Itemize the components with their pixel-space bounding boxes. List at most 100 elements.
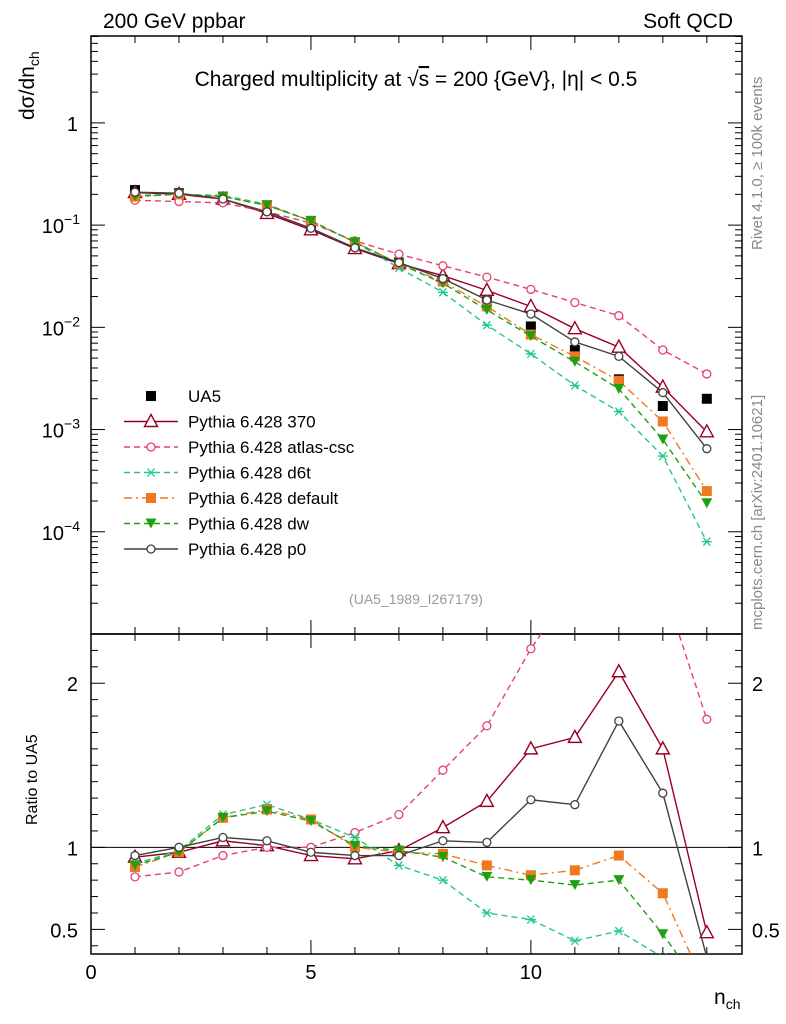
data-point xyxy=(611,338,627,353)
series-line xyxy=(134,191,708,450)
ratio-panel-frame xyxy=(90,633,743,955)
ratio-series-pythia-6-428-370 xyxy=(127,663,715,939)
data-point xyxy=(701,537,712,547)
ratio-point xyxy=(350,827,360,838)
ratio-point xyxy=(174,842,184,852)
data-point xyxy=(658,387,668,398)
data-point xyxy=(218,194,228,204)
data-point xyxy=(394,257,404,268)
data-point xyxy=(482,295,492,305)
main-y-tick-label: 1 xyxy=(67,114,78,136)
ratio-point xyxy=(394,850,404,861)
ratio-x-tick-label: 10 xyxy=(520,962,542,984)
ratio-y-tick-label-right: 0.5 xyxy=(752,920,780,942)
data-point xyxy=(437,287,448,297)
data-point xyxy=(482,272,492,282)
analysis-id-label: (UA5_1989_I267179) xyxy=(349,591,483,607)
ratio-point xyxy=(523,740,539,755)
data-point xyxy=(701,486,712,497)
ratio-point xyxy=(481,871,493,882)
data-point xyxy=(569,345,580,356)
ratio-point xyxy=(481,860,492,871)
ratio-series-pythia-6-428-d6t xyxy=(129,800,667,954)
legend-entry: Pythia 6.428 dw xyxy=(124,515,310,534)
data-point xyxy=(657,434,669,445)
legend-marker xyxy=(143,413,159,428)
data-point xyxy=(438,273,448,284)
series-ua5 xyxy=(129,185,712,411)
ratio-point xyxy=(655,740,671,755)
legend-label: Pythia 6.428 atlas-csc xyxy=(188,438,355,457)
ratio-point xyxy=(435,819,451,834)
data-point xyxy=(526,309,536,319)
rivet-label: Rivet 4.1.0, ≥ 100k events xyxy=(749,77,766,250)
data-point xyxy=(306,223,316,233)
ratio-point xyxy=(567,728,583,744)
data-point xyxy=(699,423,715,438)
data-point xyxy=(261,200,273,211)
data-point xyxy=(657,416,668,427)
ratio-point xyxy=(658,788,668,798)
legend-label: Pythia 6.428 370 xyxy=(188,413,316,432)
ratio-series-pythia-6-428-atlas-csc xyxy=(130,581,712,882)
ratio-point xyxy=(570,800,580,810)
legend-entry: Pythia 6.428 atlas-csc xyxy=(124,438,355,457)
series-pythia-6-428-p0 xyxy=(130,187,712,454)
legend-label: Pythia 6.428 d6t xyxy=(188,464,311,483)
ratio-point xyxy=(482,837,492,848)
ratio-point xyxy=(437,852,449,863)
ratio-y-tick-label: 2 xyxy=(67,674,78,696)
ratio-point xyxy=(699,924,715,939)
ratio-point xyxy=(437,875,448,885)
ratio-line xyxy=(134,719,707,954)
data-point xyxy=(657,451,668,461)
data-point xyxy=(701,498,713,509)
data-point xyxy=(570,337,580,347)
main-title: Charged multiplicity at √s = 200 {GeV}, … xyxy=(195,68,638,91)
series-line xyxy=(134,193,708,543)
main-y-tick-label: 10−3 xyxy=(42,416,80,443)
ratio-y-tick-label-right: 2 xyxy=(752,674,763,696)
legend-marker xyxy=(146,391,156,401)
ratio-point xyxy=(613,926,624,936)
ratio-point xyxy=(482,721,492,731)
data-point xyxy=(305,215,317,226)
ratio-point xyxy=(218,832,228,843)
ratio-line xyxy=(134,803,659,954)
ratio-point xyxy=(611,663,627,678)
ratio-point xyxy=(525,875,537,886)
series-pythia-6-428-dw xyxy=(129,189,713,509)
ratio-point xyxy=(218,850,228,861)
ratio-point xyxy=(571,581,579,589)
data-point xyxy=(570,297,580,308)
main-y-tick-label: 10−1 xyxy=(42,211,80,238)
ratio-point xyxy=(657,888,668,899)
ratio-point xyxy=(261,806,273,817)
x-axis-label: nch xyxy=(714,986,740,1012)
data-point xyxy=(525,349,536,359)
data-point xyxy=(569,381,580,390)
header-left: 200 GeV ppbar xyxy=(103,10,245,33)
ratio-point xyxy=(702,714,712,724)
data-point xyxy=(479,281,495,297)
main-ylabel: dσ/dnch xyxy=(16,51,42,120)
data-point xyxy=(349,237,361,248)
data-point xyxy=(613,407,624,416)
legend-entry: Pythia 6.428 d6t xyxy=(124,464,311,483)
data-point xyxy=(174,188,184,198)
header-right: Soft QCD xyxy=(643,10,733,33)
data-point xyxy=(569,351,580,362)
legend: UA5 Pythia 6.428 370 Pythia 6.428 atlas-cs… xyxy=(124,387,355,559)
ratio-point xyxy=(481,908,492,918)
data-point xyxy=(614,351,624,362)
ratio-point xyxy=(659,581,667,589)
data-point xyxy=(525,331,537,342)
data-point xyxy=(657,400,668,411)
legend-entry: Pythia 6.428 p0 xyxy=(124,540,306,559)
data-point xyxy=(526,284,536,295)
legend-marker xyxy=(146,468,156,477)
ratio-point xyxy=(569,880,581,891)
ratio-series-pythia-6-428-default xyxy=(129,804,692,954)
ratio-point xyxy=(174,867,184,877)
